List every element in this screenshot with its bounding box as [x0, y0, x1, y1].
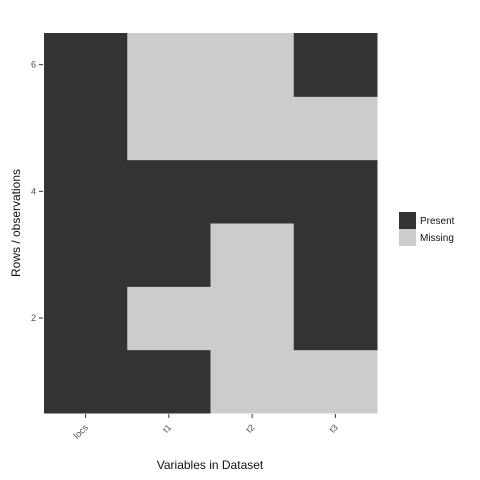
heatmap-cell-t3-row-4	[293, 159, 378, 224]
x-tick-label-t2: t2	[244, 422, 256, 434]
heatmap-cell-locs-row-4	[44, 159, 128, 224]
x-tick-label-t3: t3	[327, 422, 339, 434]
heatmap-cell-t3-row-1	[293, 349, 378, 414]
heatmap-cell-t3-row-6	[293, 33, 378, 97]
heatmap-cell-locs-row-1	[44, 349, 128, 414]
heatmap-cells	[44, 33, 378, 414]
x-tick-label-t1: t1	[161, 422, 173, 434]
heatmap-cell-t1-row-5	[127, 96, 211, 161]
y-tick-label: 6	[31, 60, 36, 70]
x-axis-title: Variables in Dataset	[157, 458, 264, 472]
heatmap-cell-t1-row-1	[127, 349, 211, 414]
heatmap-cell-locs-row-6	[44, 33, 128, 97]
heatmap-cell-t2-row-4	[210, 159, 295, 224]
heatmap-cell-locs-row-2	[44, 286, 128, 351]
heatmap-cell-t1-row-6	[127, 33, 211, 97]
y-tick-label: 4	[31, 186, 36, 196]
heatmap-cell-t3-row-3	[293, 223, 378, 287]
x-tick-label-locs: locs	[72, 422, 91, 441]
legend-label-missing: Missing	[420, 233, 454, 244]
heatmap-cell-t1-row-3	[127, 223, 211, 287]
legend-swatch-present	[399, 212, 416, 229]
heatmap-cell-t2-row-2	[210, 286, 295, 351]
legend-label-present: Present	[420, 216, 455, 227]
y-axis: 2 4 6	[31, 60, 43, 323]
legend-swatch-missing	[399, 229, 416, 246]
heatmap-cell-t3-row-2	[293, 286, 378, 351]
y-axis-title: Rows / observations	[9, 169, 23, 277]
heatmap-cell-locs-row-3	[44, 223, 128, 287]
heatmap-cell-t2-row-6	[210, 33, 295, 97]
heatmap-cell-t1-row-4	[127, 159, 211, 224]
heatmap-cell-t3-row-5	[293, 96, 378, 161]
x-axis: locs t1 t2 t3	[72, 414, 340, 441]
heatmap-cell-t1-row-2	[127, 286, 211, 351]
heatmap-cell-locs-row-5	[44, 96, 128, 161]
heatmap-cell-t2-row-1	[210, 349, 295, 414]
y-tick-label: 2	[31, 313, 36, 323]
heatmap-cell-t2-row-3	[210, 223, 295, 287]
legend: Present Missing	[399, 212, 455, 246]
heatmap-cell-t2-row-5	[210, 96, 295, 161]
